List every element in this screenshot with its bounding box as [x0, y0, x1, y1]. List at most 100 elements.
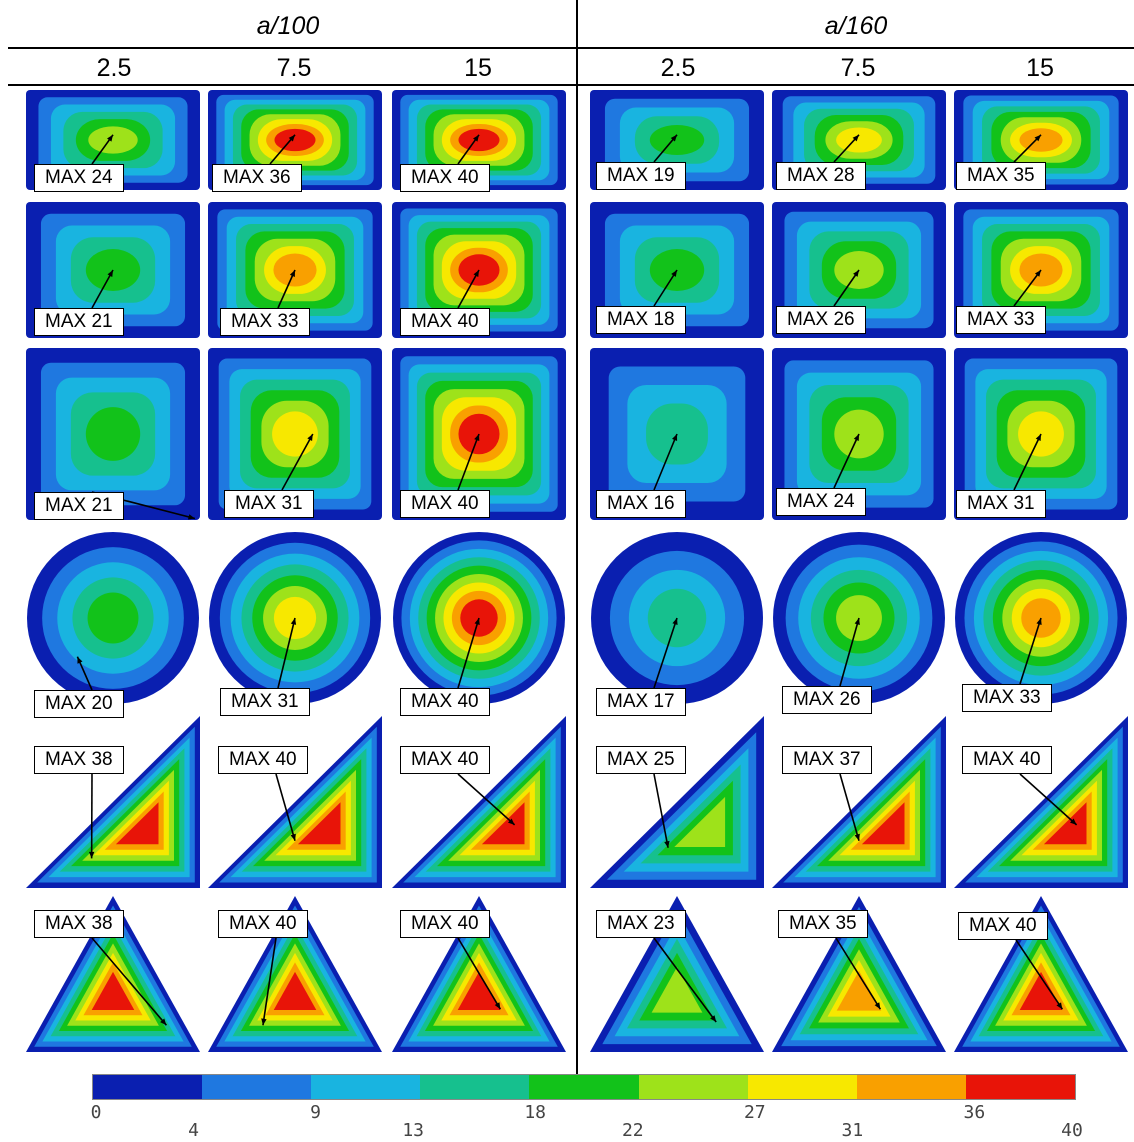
circle-contour [209, 532, 381, 704]
max-label: MAX 35 [778, 910, 868, 938]
max-label: MAX 37 [782, 746, 872, 774]
colorbar-swatch [202, 1075, 312, 1099]
max-label: MAX 40 [400, 910, 490, 938]
contour-plot [588, 714, 766, 890]
max-label: MAX 31 [220, 688, 310, 716]
colorbar-swatch [965, 1075, 1075, 1099]
max-label: MAX 35 [956, 162, 1046, 190]
contour-band [273, 596, 317, 640]
colorbar-swatch [420, 1075, 530, 1099]
contour-plot [24, 530, 202, 706]
max-label: MAX 23 [596, 910, 686, 938]
max-label: MAX 26 [782, 686, 872, 714]
right-triangle-contour [590, 716, 764, 888]
colorbar-tick: 27 [743, 1102, 766, 1123]
colorbar-swatch [529, 1075, 639, 1099]
max-label: MAX 20 [34, 690, 124, 718]
right-triangle-contour [954, 716, 1128, 888]
square-contour [392, 202, 566, 338]
contour-band [272, 411, 318, 457]
max-label: MAX 40 [400, 746, 490, 774]
max-label: MAX 21 [34, 492, 124, 520]
colorbar-tick: 36 [963, 1102, 986, 1123]
max-label: MAX 16 [596, 490, 686, 518]
contour-band [834, 409, 884, 459]
contour-plot [206, 714, 384, 890]
max-label: MAX 33 [956, 306, 1046, 334]
col-header-3: 15 [464, 54, 492, 82]
circle-contour [591, 532, 763, 704]
contour-band [274, 128, 316, 152]
contour-band [1021, 598, 1061, 638]
contour-band [460, 599, 498, 637]
contour-band [85, 249, 141, 291]
max-label: MAX 24 [776, 488, 866, 516]
contour-plot [24, 714, 202, 890]
max-label: MAX 18 [596, 306, 686, 334]
max-label: MAX 33 [962, 684, 1052, 712]
contour-band [647, 588, 707, 648]
max-label: MAX 38 [34, 910, 124, 938]
right-triangle-contour [392, 716, 566, 888]
contour-plot [206, 530, 384, 706]
max-label: MAX 17 [596, 688, 686, 716]
colorbar-tick: 4 [188, 1120, 200, 1141]
right-triangle-contour [772, 716, 946, 888]
contour-band [1043, 802, 1087, 845]
contour-plot [770, 346, 948, 522]
square-contour [26, 348, 200, 520]
contour-band [674, 796, 726, 847]
col-header-4: 2.5 [660, 54, 696, 82]
max-label: MAX 36 [212, 164, 302, 192]
max-label: MAX 31 [224, 490, 314, 518]
col-header-1: 2.5 [96, 54, 132, 82]
contour-band [836, 127, 882, 153]
header-rule-top [8, 47, 1134, 49]
contour-band [481, 802, 525, 845]
header-a100: a/100 [256, 12, 320, 40]
contour-plot [770, 530, 948, 706]
contour-band [649, 124, 705, 156]
contour-band [834, 251, 884, 289]
max-label: MAX 40 [400, 688, 490, 716]
col-header-5: 7.5 [840, 54, 876, 82]
contour-plot [390, 714, 568, 890]
contour-band [649, 249, 705, 291]
max-label: MAX 24 [34, 164, 124, 192]
colorbar-tick: 18 [524, 1102, 547, 1123]
contour-plot [952, 530, 1130, 706]
max-label: MAX 28 [776, 162, 866, 190]
group-divider [576, 0, 578, 1075]
max-label: MAX 40 [218, 910, 308, 938]
max-label: MAX 40 [958, 912, 1048, 940]
contour-band [1018, 411, 1064, 457]
contour-plot [24, 346, 202, 522]
max-label: MAX 26 [776, 306, 866, 334]
col-header-2: 7.5 [276, 54, 312, 82]
right-triangle-contour [26, 716, 200, 888]
colorbar-swatch [311, 1075, 421, 1099]
contour-band [861, 802, 905, 845]
contour-band [87, 592, 139, 644]
contour-plot [952, 714, 1130, 890]
colorbar [92, 1074, 1076, 1100]
contour-band [458, 413, 500, 455]
max-label: MAX 40 [400, 164, 490, 192]
circle-contour [393, 532, 565, 704]
colorbar-tick: 0 [90, 1102, 102, 1123]
col-header-6: 15 [1026, 54, 1054, 82]
circle-contour [773, 532, 945, 704]
colorbar-swatch [93, 1075, 203, 1099]
contour-band [273, 971, 317, 1010]
colorbar-swatch [856, 1075, 966, 1099]
contour-plot [770, 714, 948, 890]
max-label: MAX 40 [218, 746, 308, 774]
circle-contour [955, 532, 1127, 704]
right-triangle-contour [208, 716, 382, 888]
contour-band [273, 253, 317, 287]
max-label: MAX 21 [34, 308, 124, 336]
colorbar-swatch [747, 1075, 857, 1099]
colorbar-tick: 31 [841, 1120, 864, 1141]
contour-band [458, 254, 500, 286]
max-label: MAX 40 [400, 490, 490, 518]
